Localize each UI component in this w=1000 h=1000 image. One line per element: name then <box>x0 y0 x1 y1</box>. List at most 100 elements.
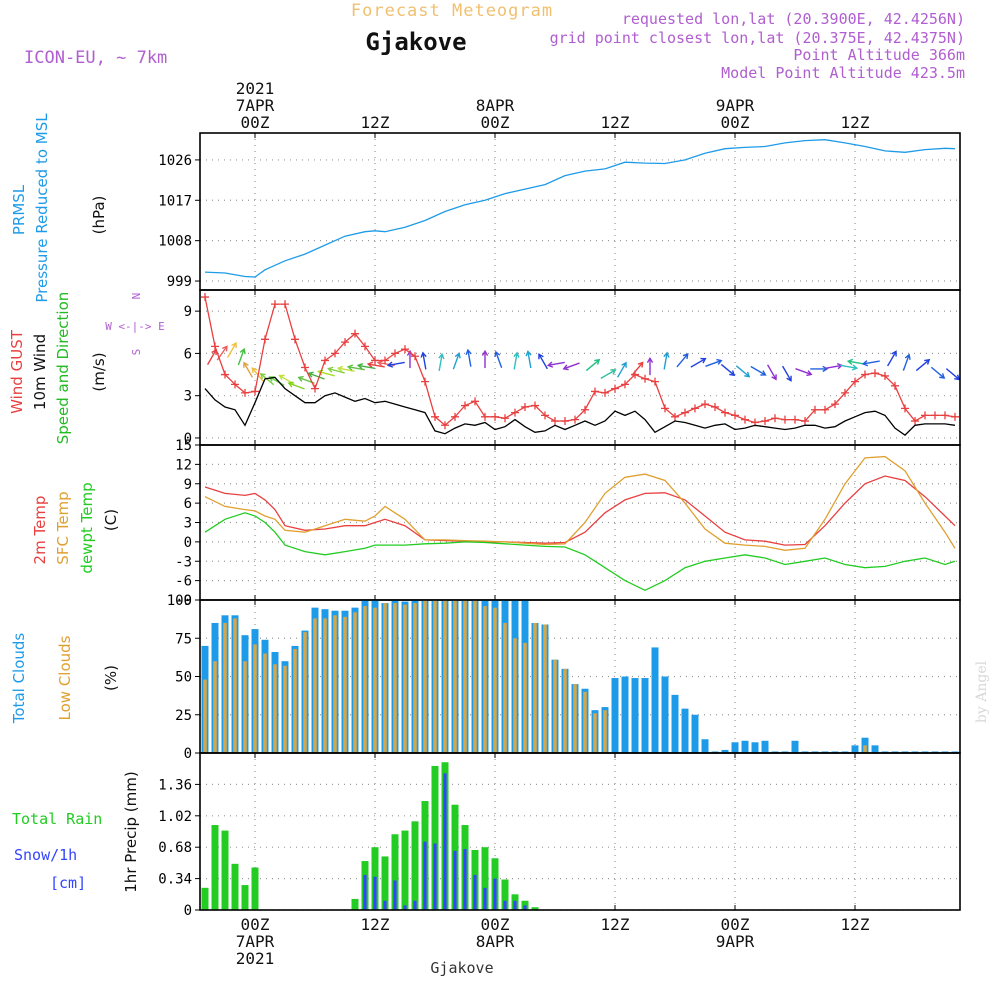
wind-arrow-head <box>513 351 520 358</box>
bar-snow-1h <box>513 900 517 910</box>
gust-marker <box>391 349 399 358</box>
bar-total-clouds <box>651 647 659 753</box>
bar-low-clouds <box>523 642 527 753</box>
bar-total-clouds <box>761 740 769 753</box>
wind-arrow-head <box>327 366 334 373</box>
wind-arrow-head <box>851 364 859 371</box>
wind-arrow <box>886 351 897 367</box>
gust-marker <box>771 414 779 423</box>
compass-north: N <box>130 293 143 300</box>
wind-frame <box>199 289 961 446</box>
bar-low-clouds <box>383 603 387 753</box>
bar-snow-1h <box>473 874 477 910</box>
wind-arrow-head <box>663 351 670 358</box>
gust-marker <box>851 377 859 386</box>
gust-marker <box>521 402 529 411</box>
bar-low-clouds <box>863 745 867 753</box>
wind-arrow-head <box>621 361 627 368</box>
temperature-ytick-label: -3 <box>175 554 192 570</box>
gust-marker <box>571 415 579 424</box>
time-label: 9APR <box>716 932 755 951</box>
gust-marker <box>241 388 249 397</box>
clouds-ytick-label: 50 <box>175 670 192 686</box>
time-label: 12Z <box>361 113 390 132</box>
total-rain-label: Total Rain <box>12 810 102 828</box>
gust-marker <box>611 384 619 393</box>
wind-arrow-head <box>786 375 792 382</box>
bar-low-clouds <box>443 600 447 753</box>
wind-arrow <box>226 342 237 358</box>
gust-marker <box>341 338 349 347</box>
gust-marker <box>371 356 379 365</box>
wind-arrow-head <box>307 371 314 378</box>
wind-arrow-head <box>268 376 275 382</box>
wind-arrow <box>495 351 503 369</box>
gust-marker <box>841 388 849 397</box>
wind-arrow-head <box>239 347 246 355</box>
compass-south: S <box>130 349 143 356</box>
bar-total-clouds <box>741 740 749 753</box>
bar-total-rain <box>221 830 229 910</box>
wind-arrow-head <box>771 374 777 381</box>
time-label: 12Z <box>361 915 390 934</box>
bar-total-clouds <box>611 678 619 753</box>
gust-marker <box>881 371 889 380</box>
bar-snow-1h <box>373 876 377 910</box>
dewpt-label: dewpt Temp <box>78 482 96 573</box>
wind-label: 10m Wind <box>31 334 49 410</box>
clouds-unit: (%) <box>102 665 120 691</box>
time-label: 00Z <box>481 915 510 934</box>
wind-arrow <box>945 368 960 380</box>
bar-total-rain <box>251 867 259 910</box>
model-altitude: Model Point Altitude 423.5m <box>721 64 965 82</box>
wind-arrow-head <box>278 374 285 381</box>
bar-snow-1h <box>393 880 397 910</box>
sfc-label: SFC Temp <box>54 491 72 564</box>
gust-marker <box>231 380 239 389</box>
bar-low-clouds <box>213 661 217 753</box>
series-line <box>204 475 956 546</box>
gust-marker <box>711 402 719 411</box>
time-label: 00Z <box>481 113 510 132</box>
wind-arrow-head <box>546 361 554 368</box>
wind-arrow-head <box>243 361 249 368</box>
gust-marker <box>441 421 449 430</box>
bar-snow-1h <box>483 887 487 910</box>
clouds-panel-labels: Total Clouds Low Clouds (%) <box>10 633 120 725</box>
gust-marker <box>931 411 939 420</box>
pressure-ytick-label: 1008 <box>158 234 192 250</box>
gust-marker <box>251 387 259 396</box>
wind-arrow <box>348 366 365 371</box>
gust-marker <box>911 417 919 426</box>
wind-arrow <box>206 349 217 365</box>
wind-arrow <box>338 367 355 372</box>
pressure-ytick-label: 1017 <box>158 193 192 209</box>
wind-arrow <box>548 361 565 367</box>
gust-marker <box>761 417 769 426</box>
wind-panel-labels: Wind GUST 10m Wind Speed and Direction (… <box>8 292 165 445</box>
gust-marker <box>591 387 599 396</box>
time-label: 12Z <box>601 915 630 934</box>
bar-low-clouds <box>243 661 247 753</box>
bar-total-rain <box>481 847 489 910</box>
wind-ytick-label: 6 <box>184 346 192 362</box>
bar-total-rain <box>391 834 399 910</box>
wind-arrow <box>720 363 735 376</box>
time-label: 12Z <box>841 915 870 934</box>
bar-low-clouds <box>343 616 347 753</box>
gust-marker <box>221 370 229 379</box>
wind-arrow-head <box>465 348 472 355</box>
bar-total-rain <box>531 907 539 910</box>
pressure-panel: 999 1008 1017 1026 <box>158 132 961 291</box>
gust-marker <box>491 412 499 421</box>
bar-low-clouds <box>473 600 477 753</box>
gust-marker <box>681 408 689 417</box>
bar-total-clouds <box>691 714 699 753</box>
gust-marker <box>301 363 309 372</box>
wind-arrow-head <box>744 371 751 378</box>
gust-marker <box>651 377 659 386</box>
bar-low-clouds <box>253 644 257 753</box>
wind-arrow-head <box>846 358 854 365</box>
wind-arrow-head <box>376 360 384 367</box>
